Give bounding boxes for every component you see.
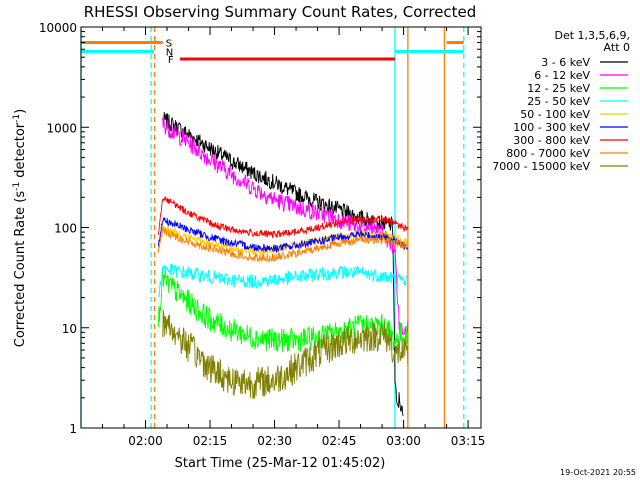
series-line [162, 309, 409, 400]
series-line [157, 226, 409, 264]
legend-label: 50 - 100 keV [520, 108, 590, 121]
y-tick-label: 10000 [39, 21, 77, 35]
legend-header: Det 1,3,5,6,9, [554, 29, 630, 42]
legend-label: 7000 - 15000 keV [492, 160, 590, 173]
y-tick-label: 1 [69, 422, 77, 436]
x-tick-label: 03:00 [386, 434, 421, 448]
y-axis-label-end: ) [13, 109, 28, 114]
legend-label: 6 - 12 keV [534, 69, 590, 82]
plot-area: SNF [80, 27, 465, 428]
footer-timestamp: 19-Oct-2021 20:55 [560, 468, 636, 477]
legend-attenuator: Att 0 [604, 41, 630, 54]
x-tick-label: 03:15 [451, 434, 486, 448]
x-axis-label: Start Time (25-Mar-12 01:45:02) [175, 456, 386, 471]
y-axis-label: Corrected Count Rate (s-1 detector-1) [12, 109, 28, 347]
legend-label: 25 - 50 keV [527, 95, 590, 108]
y-axis-label-exp-2: -1 [12, 114, 22, 123]
chart-title: RHESSI Observing Summary Count Rates, Co… [84, 3, 477, 21]
y-axis-label-main: Corrected Count Rate (s [13, 191, 28, 348]
y-axis-label-exp-1: -1 [12, 182, 22, 191]
legend-label: 100 - 300 keV [513, 121, 590, 134]
flag-letter: S [166, 39, 172, 50]
series-line [157, 263, 409, 298]
legend-label: 800 - 7000 keV [506, 147, 590, 160]
legend-label: 3 - 6 keV [541, 56, 590, 69]
legend-label: 300 - 800 keV [513, 134, 590, 147]
x-axis: 02:00 02:15 02:30 02:45 03:00 03:15 [102, 27, 486, 448]
legend-label: 12 - 25 keV [527, 82, 590, 95]
y-tick-label: 10 [62, 322, 77, 336]
flag-letter: N [166, 47, 173, 58]
x-tick-label: 02:30 [257, 434, 292, 448]
y-axis: 1 10 100 1000 10000 [39, 21, 481, 436]
x-tick-label: 02:15 [193, 434, 228, 448]
series-line [157, 216, 409, 254]
series-line [157, 266, 409, 353]
y-axis-label-mid: detector [13, 122, 28, 182]
flag-letter: F [168, 55, 174, 66]
x-tick-label: 02:00 [128, 434, 163, 448]
y-tick-label: 1000 [46, 121, 77, 135]
series-line [157, 196, 409, 239]
y-tick-label: 100 [54, 222, 77, 236]
series-line [162, 117, 409, 338]
x-tick-label: 02:45 [322, 434, 357, 448]
